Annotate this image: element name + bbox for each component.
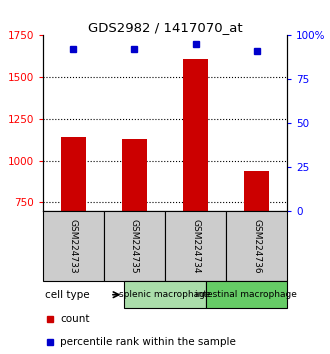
Text: GSM224736: GSM224736 xyxy=(252,219,261,273)
Text: intestinal macrophage: intestinal macrophage xyxy=(195,290,297,299)
Bar xyxy=(226,211,287,281)
Bar xyxy=(165,211,226,281)
Bar xyxy=(183,59,208,211)
Text: splenic macrophage: splenic macrophage xyxy=(119,290,211,299)
Bar xyxy=(244,171,269,211)
Bar xyxy=(206,281,287,308)
Text: GSM224734: GSM224734 xyxy=(191,219,200,273)
Text: GSM224733: GSM224733 xyxy=(69,219,78,273)
Text: percentile rank within the sample: percentile rank within the sample xyxy=(60,337,236,348)
Bar xyxy=(122,139,147,211)
Bar xyxy=(124,281,206,308)
Bar xyxy=(43,211,104,281)
Title: GDS2982 / 1417070_at: GDS2982 / 1417070_at xyxy=(88,21,242,34)
Bar xyxy=(61,137,85,211)
Text: count: count xyxy=(60,314,89,325)
Bar xyxy=(104,211,165,281)
Text: GSM224735: GSM224735 xyxy=(130,219,139,273)
Text: cell type: cell type xyxy=(45,290,89,300)
